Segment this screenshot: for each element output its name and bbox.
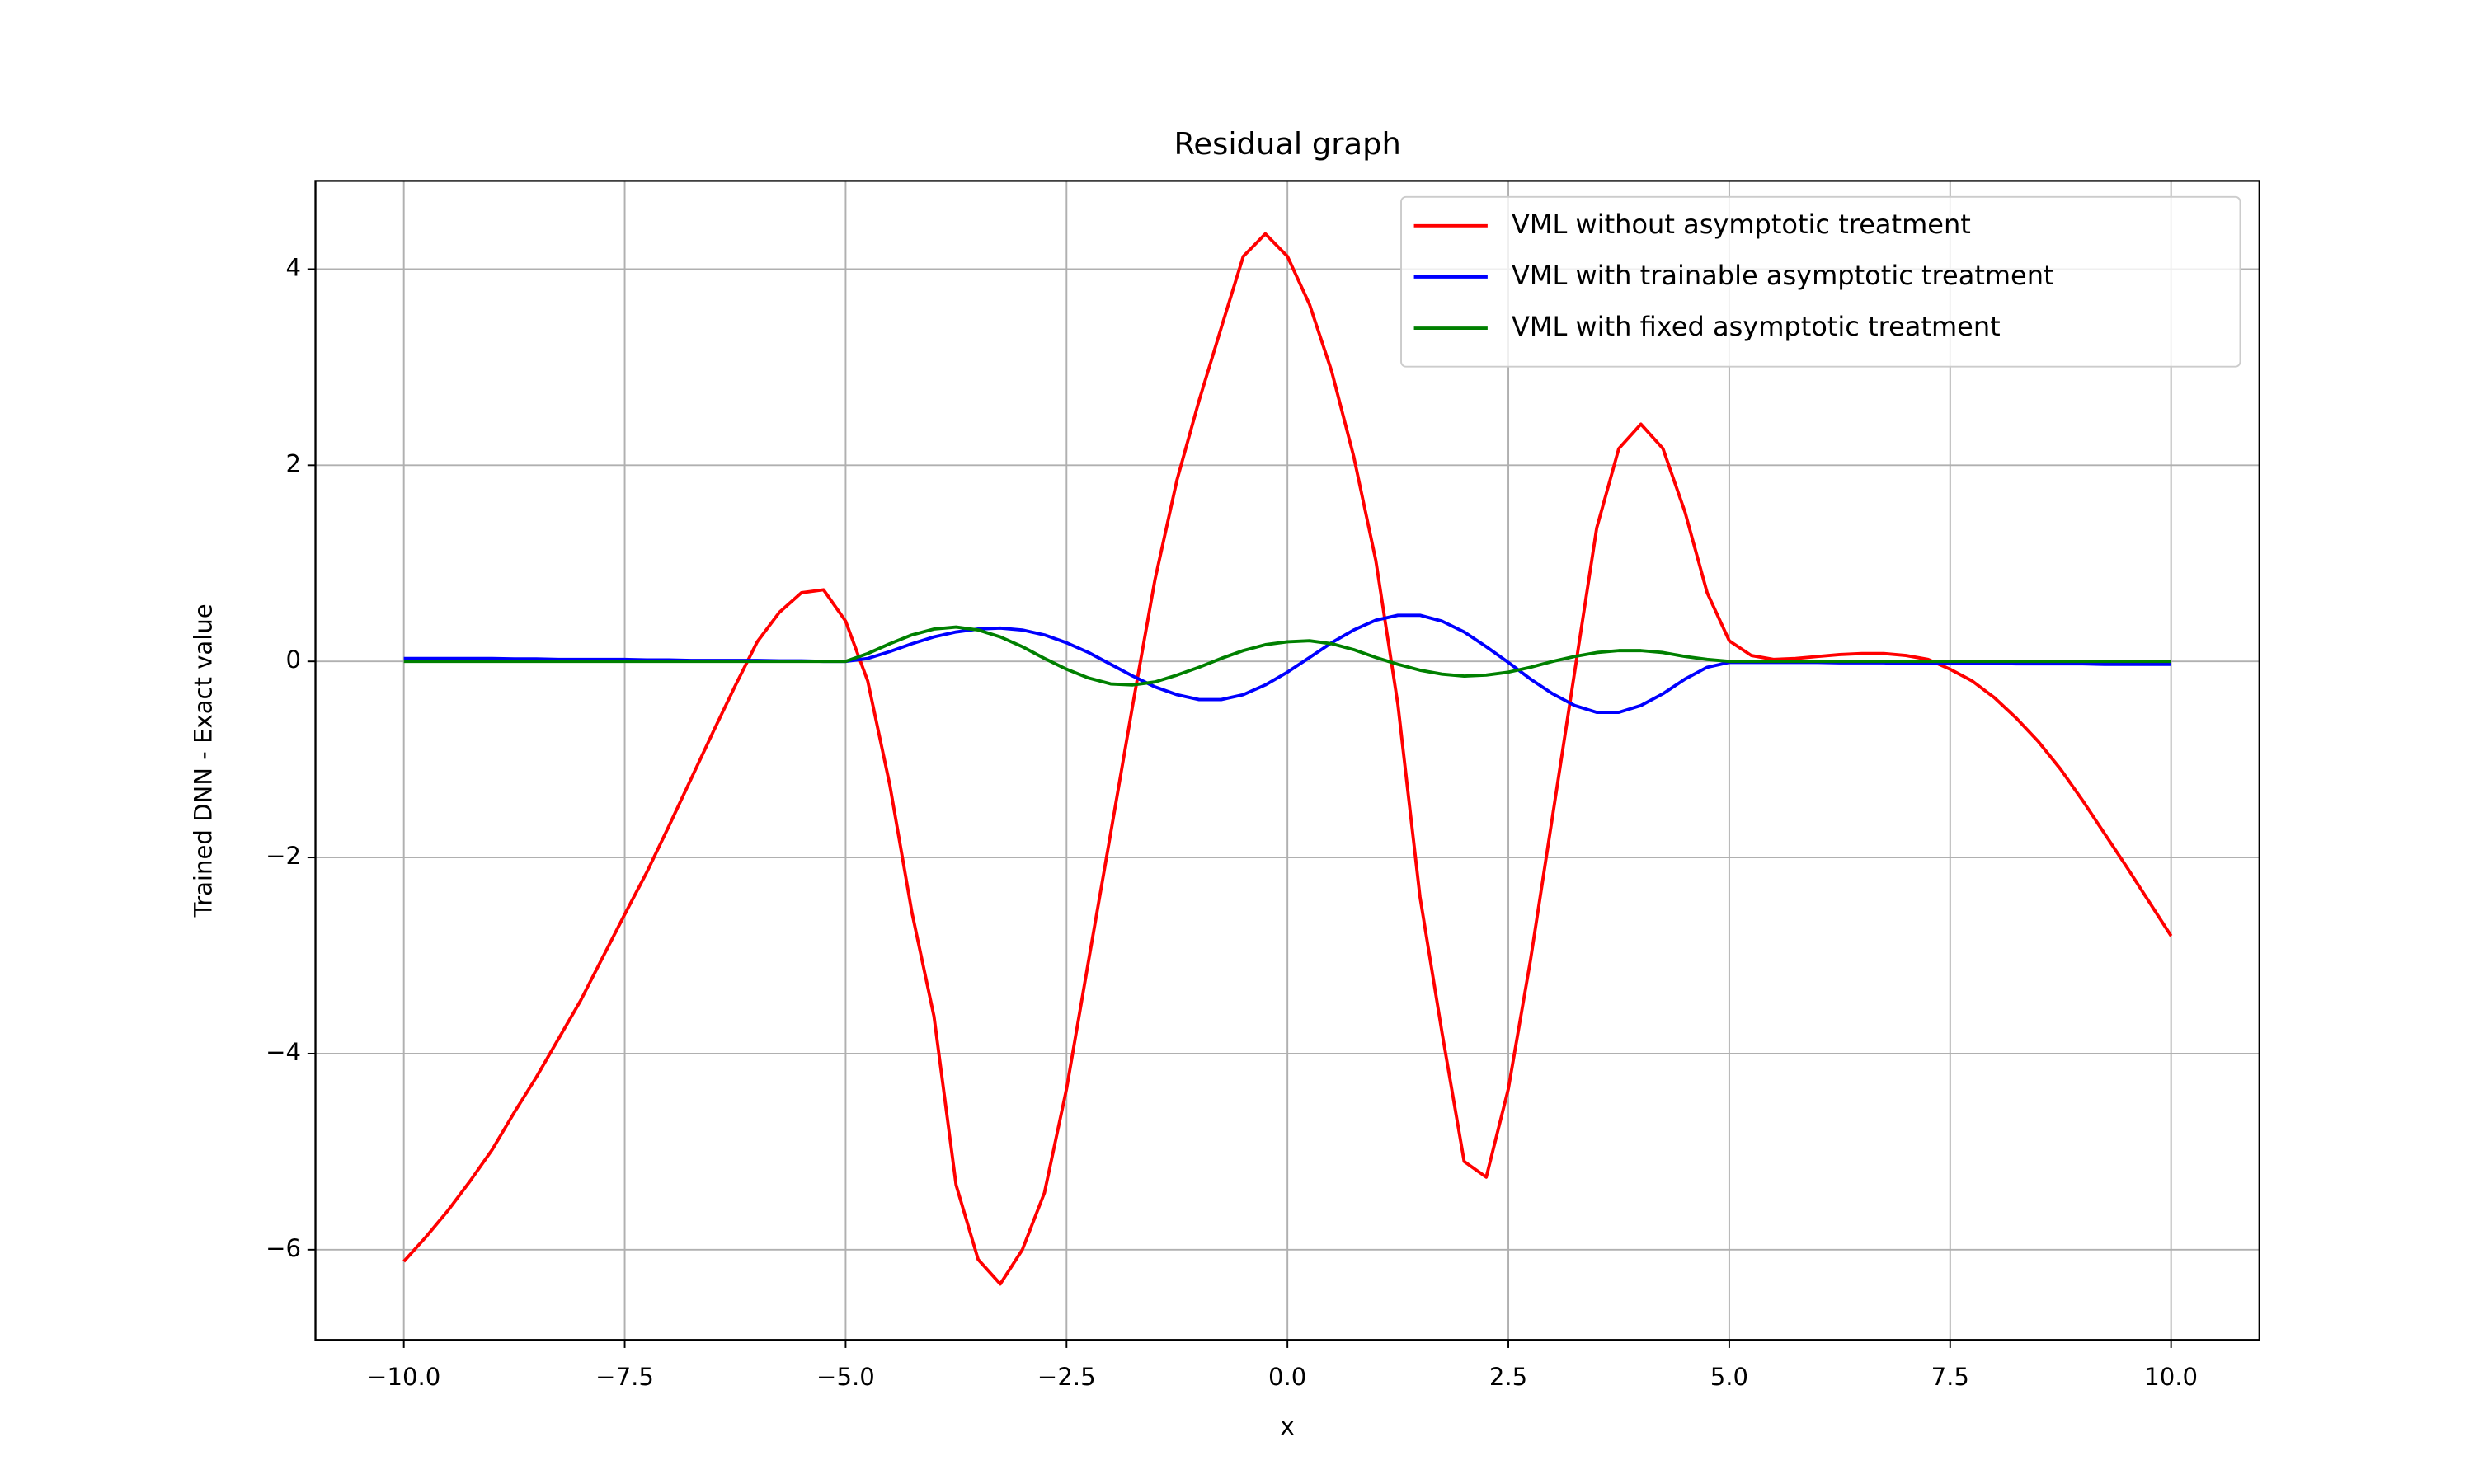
series-line bbox=[403, 625, 2171, 687]
x-axis-label: x bbox=[1281, 1412, 1295, 1440]
y-tick-label: 4 bbox=[286, 253, 302, 281]
y-tick-label: −6 bbox=[266, 1234, 301, 1262]
y-axis-label: Trained DNN - Exact value bbox=[190, 603, 218, 918]
chart-title: Residual graph bbox=[1174, 126, 1400, 162]
x-tick-label: −2.5 bbox=[1037, 1363, 1096, 1391]
x-tick-label: 10.0 bbox=[2144, 1363, 2198, 1391]
y-tick-label: 2 bbox=[286, 449, 302, 477]
legend-box bbox=[1400, 195, 2241, 368]
plot-lines bbox=[402, 232, 2173, 1286]
x-tick-label: −5.0 bbox=[816, 1363, 875, 1391]
grid bbox=[315, 181, 2260, 1341]
y-tick-label: 0 bbox=[286, 646, 302, 674]
x-tick-label: −7.5 bbox=[595, 1363, 654, 1391]
x-tick-label: 2.5 bbox=[1489, 1363, 1527, 1391]
series-line bbox=[402, 232, 2173, 1286]
x-tick-label: 5.0 bbox=[1710, 1363, 1748, 1391]
ticks: −10.0 −7.5 −5.0 −2.5 0.0 2.5 5.0 7.5 10.0 −6 −4 −2 0… bbox=[266, 253, 2198, 1390]
y-tick-label: −4 bbox=[266, 1038, 301, 1066]
x-tick-label: −10.0 bbox=[367, 1363, 440, 1391]
x-tick-label: 0.0 bbox=[1268, 1363, 1306, 1391]
legend: VML without asymptotic treatment VML with… bbox=[1400, 195, 2241, 368]
legend-label: VML without asymptotic treatment bbox=[1512, 209, 1971, 240]
legend-label: VML with fixed asymptotic treatment bbox=[1512, 311, 2001, 342]
y-tick-label: −2 bbox=[266, 842, 301, 870]
legend-label: VML with trainable asymptotic treatment bbox=[1512, 260, 2054, 291]
x-tick-label: 7.5 bbox=[1931, 1363, 1969, 1391]
